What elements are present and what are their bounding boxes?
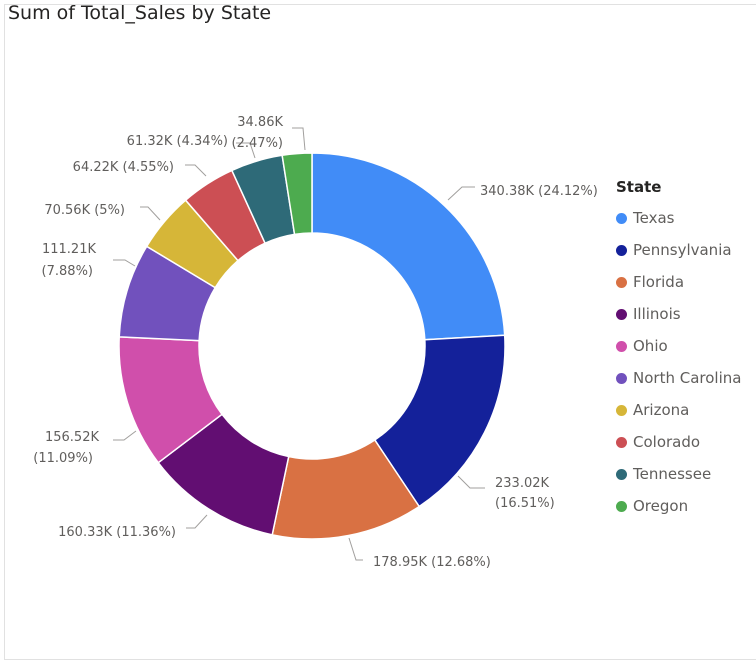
- legend-label: Oregon: [633, 497, 689, 515]
- data-label: (2.47%): [232, 136, 283, 151]
- donut-slices: [118, 152, 506, 540]
- legend-label: Colorado: [633, 433, 701, 451]
- data-label: 70.56K (5%): [44, 203, 125, 218]
- legend-item-colorado[interactable]: Colorado: [616, 426, 741, 458]
- legend-item-arizona[interactable]: Arizona: [616, 394, 741, 426]
- leader-line: [447, 186, 475, 201]
- legend-swatch: [616, 276, 627, 288]
- legend: State Texas Pennsylvania Florida Illinois Oh…: [616, 178, 741, 522]
- data-label: 156.52K: [45, 430, 99, 445]
- chart-title: Sum of Total_Sales by State: [8, 2, 272, 24]
- leader-line: [113, 430, 137, 441]
- legend-item-illinois[interactable]: Illinois: [616, 298, 741, 330]
- legend-swatch: [616, 372, 627, 384]
- legend-swatch: [616, 308, 627, 320]
- leader-line: [236, 142, 256, 159]
- data-label: 64.22K (4.55%): [73, 160, 174, 175]
- data-label: 160.33K (11.36%): [58, 525, 176, 540]
- legend-swatch: [616, 244, 627, 256]
- data-label: (16.51%): [495, 496, 555, 511]
- legend-label: Florida: [633, 273, 685, 291]
- leader-line: [113, 259, 136, 267]
- legend-item-north-carolina[interactable]: North Carolina: [616, 362, 741, 394]
- legend-swatch: [616, 436, 627, 448]
- legend-swatch: [616, 212, 627, 224]
- legend-label: Pennsylvania: [633, 241, 732, 259]
- legend-item-pennsylvania[interactable]: Pennsylvania: [616, 234, 741, 266]
- legend-swatch: [616, 404, 627, 416]
- leader-line: [292, 127, 306, 151]
- legend-label: Tennessee: [633, 465, 712, 483]
- leader-line: [185, 164, 207, 177]
- leader-line: [457, 475, 485, 489]
- leader-lines: [113, 127, 485, 561]
- leader-line: [186, 514, 208, 529]
- legend-label: North Carolina: [633, 369, 742, 387]
- data-label: (11.09%): [33, 451, 93, 466]
- data-label: 178.95K (12.68%): [373, 555, 491, 570]
- data-labels: 340.38K (24.12%) 233.02K (16.51%) 178.95K (…: [33, 115, 598, 570]
- legend-label: Ohio: [633, 337, 668, 355]
- legend-title: State: [616, 178, 662, 196]
- legend-label: Texas: [633, 209, 675, 227]
- data-label: 34.86K: [237, 115, 283, 130]
- donut-chart: 340.38K (24.12%) 233.02K (16.51%) 178.95K (…: [33, 115, 598, 570]
- legend-label: Illinois: [633, 305, 681, 323]
- legend-item-florida[interactable]: Florida: [616, 266, 741, 298]
- legend-swatch: [616, 500, 627, 512]
- data-label: 233.02K: [495, 476, 549, 491]
- legend-swatch: [616, 468, 627, 480]
- leader-line: [140, 206, 161, 221]
- chart-frame: [4, 4, 756, 660]
- data-label: 340.38K (24.12%): [480, 184, 598, 199]
- data-label: 61.32K (4.34%): [127, 134, 228, 149]
- legend-item-ohio[interactable]: Ohio: [616, 330, 741, 362]
- slice-texas[interactable]: [311, 152, 506, 341]
- slice-oregon[interactable]: [281, 152, 313, 236]
- legend-item-texas[interactable]: Texas: [616, 202, 741, 234]
- legend-swatch: [616, 340, 627, 352]
- data-label: (7.88%): [42, 264, 93, 279]
- legend-label: Arizona: [633, 401, 690, 419]
- legend-item-oregon[interactable]: Oregon: [616, 490, 741, 522]
- data-label: 111.21K: [42, 242, 96, 257]
- legend-items: Texas Pennsylvania Florida Illinois Ohio Nort…: [616, 202, 741, 522]
- legend-item-tennessee[interactable]: Tennessee: [616, 458, 741, 490]
- leader-line: [348, 537, 363, 561]
